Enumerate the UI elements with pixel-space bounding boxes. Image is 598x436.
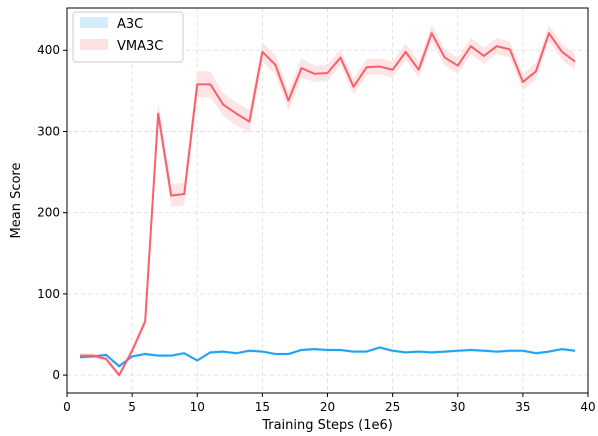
y-axis-ticks: 0 100 200 300 400 [37, 43, 67, 382]
y-tick-label: 200 [37, 206, 60, 220]
legend-label-0: A3C [117, 17, 143, 32]
x-tick-label: 5 [128, 400, 136, 414]
y-tick-label: 0 [52, 368, 60, 382]
legend-swatch-1 [80, 39, 108, 50]
x-axis-ticks: 0 5 10 15 20 25 30 35 40 [63, 393, 596, 414]
series-lines [79, 32, 576, 377]
x-tick-label: 20 [320, 400, 335, 414]
legend-label-1: VMA3C [117, 39, 163, 54]
x-tick-label: 10 [190, 400, 205, 414]
y-tick-label: 300 [37, 124, 60, 138]
x-tick-label: 35 [515, 400, 530, 414]
x-tick-label: 15 [255, 400, 270, 414]
series-band-1 [80, 25, 575, 378]
y-tick-label: 400 [37, 43, 60, 57]
y-axis-label: Mean Score [9, 163, 24, 239]
y-tick-label: 100 [37, 287, 60, 301]
x-tick-label: 0 [63, 400, 71, 414]
series-line-1 [80, 32, 576, 377]
x-tick-label: 25 [385, 400, 400, 414]
series-line-0 [79, 346, 576, 368]
x-tick-label: 40 [580, 400, 595, 414]
legend: A3C VMA3C [72, 11, 184, 63]
legend-swatch-0 [80, 17, 108, 28]
x-axis-label: Training Steps (1e6) [261, 418, 393, 433]
x-tick-label: 30 [450, 400, 465, 414]
